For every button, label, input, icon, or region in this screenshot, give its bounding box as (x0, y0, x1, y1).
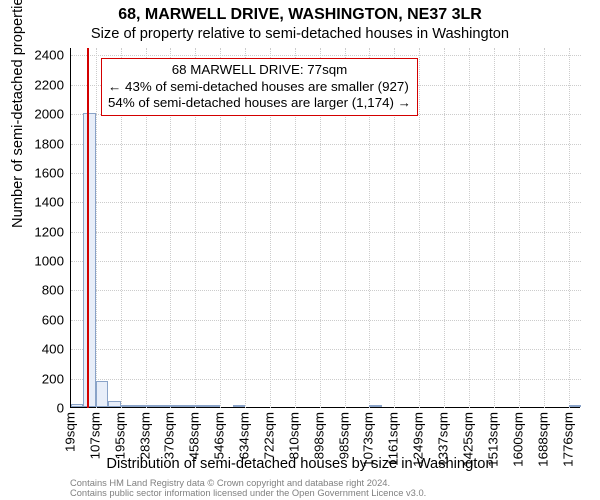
gridline-v (544, 48, 545, 408)
annotation-line3: 54% of semi-detached houses are larger (… (108, 95, 411, 112)
histogram-bar (369, 405, 381, 407)
figure: 68, MARWELL DRIVE, WASHINGTON, NE37 3LR … (0, 0, 600, 500)
histogram-bar (83, 113, 95, 407)
gridline-h (71, 232, 581, 233)
gridline-h (71, 290, 581, 291)
x-tick-label: 634sqm (237, 412, 252, 459)
annotation-line2: ← 43% of semi-detached houses are smalle… (108, 79, 411, 96)
x-tick-label: 810sqm (286, 412, 301, 459)
gridline-v (419, 48, 420, 408)
x-axis-label: Distribution of semi-detached houses by … (0, 456, 600, 472)
property-marker-line (87, 48, 89, 408)
x-tick-label: 195sqm (112, 412, 127, 459)
gridline-v (469, 48, 470, 408)
gridline-v (96, 48, 97, 408)
x-tick-label: 458sqm (187, 412, 202, 459)
gridline-h (71, 173, 581, 174)
histogram-bar (208, 405, 220, 407)
x-tick-label: 370sqm (162, 412, 177, 459)
gridline-h (71, 379, 581, 380)
y-tick-label: 600 (14, 312, 64, 327)
gridline-h (71, 144, 581, 145)
annotation-line1: 68 MARWELL DRIVE: 77sqm (108, 62, 411, 79)
histogram-bar (121, 405, 133, 407)
y-tick-label: 1000 (14, 254, 64, 269)
y-tick-label: 0 (14, 401, 64, 416)
x-tick-label: 985sqm (336, 412, 351, 459)
y-tick-label: 200 (14, 371, 64, 386)
credits-line2: Contains public sector information licen… (70, 488, 426, 498)
credits-line1: Contains HM Land Registry data © Crown c… (70, 478, 426, 488)
x-tick-label: 898sqm (311, 412, 326, 459)
gridline-h (71, 55, 581, 56)
gridline-v (519, 48, 520, 408)
x-tick-label: 546sqm (212, 412, 227, 459)
y-tick-label: 800 (14, 283, 64, 298)
histogram-bar (569, 405, 581, 407)
y-tick-label: 1200 (14, 224, 64, 239)
chart-title-line1: 68, MARWELL DRIVE, WASHINGTON, NE37 3LR (0, 6, 600, 24)
y-tick-label: 1400 (14, 195, 64, 210)
y-tick-label: 2000 (14, 107, 64, 122)
y-tick-label: 2400 (14, 48, 64, 63)
histogram-bar (96, 381, 108, 407)
histogram-bar (108, 401, 120, 407)
x-tick-label: 19sqm (63, 412, 78, 452)
histogram-bar (146, 405, 158, 407)
credits: Contains HM Land Registry data © Crown c… (70, 478, 426, 499)
gridline-h (71, 261, 581, 262)
chart-title-line2: Size of property relative to semi-detach… (0, 26, 600, 42)
histogram-bar (183, 405, 195, 407)
gridline-v (494, 48, 495, 408)
gridline-h (71, 202, 581, 203)
plot-outer: 68 MARWELL DRIVE: 77sqm← 43% of semi-det… (70, 48, 580, 408)
gridline-h (71, 320, 581, 321)
x-tick-label: 283sqm (137, 412, 152, 459)
gridline-h (71, 349, 581, 350)
plot-area: 68 MARWELL DRIVE: 77sqm← 43% of semi-det… (70, 48, 580, 408)
x-tick-label: 107sqm (87, 412, 102, 459)
histogram-bar (133, 405, 145, 407)
gridline-v (444, 48, 445, 408)
annotation-box: 68 MARWELL DRIVE: 77sqm← 43% of semi-det… (101, 58, 418, 116)
histogram-bar (71, 404, 83, 407)
y-tick-label: 1800 (14, 136, 64, 151)
x-tick-label: 722sqm (262, 412, 277, 459)
histogram-bar (158, 405, 170, 407)
y-tick-label: 400 (14, 342, 64, 357)
histogram-bar (170, 405, 182, 407)
y-tick-label: 2200 (14, 77, 64, 92)
histogram-bar (195, 405, 207, 407)
histogram-bar (233, 405, 245, 407)
y-tick-label: 1600 (14, 165, 64, 180)
gridline-v (569, 48, 570, 408)
